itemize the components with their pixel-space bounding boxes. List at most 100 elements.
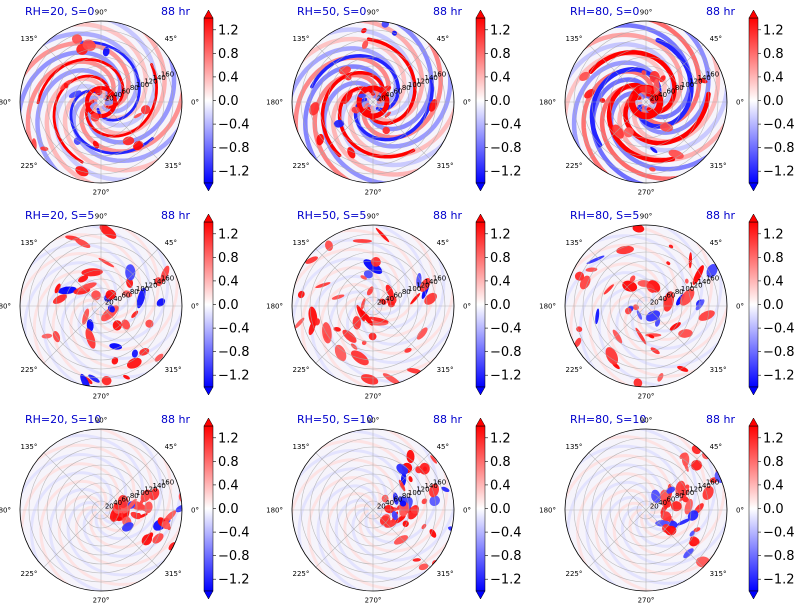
colorbar-tick-label: 1.2: [490, 431, 511, 446]
angle-label: 90°: [95, 417, 107, 425]
angle-label: 45°: [437, 443, 449, 451]
angle-label: 45°: [165, 239, 177, 247]
radial-tick-label: 120: [416, 485, 429, 493]
colorbar-tick-label: −0.4: [218, 526, 250, 541]
field-layer: [292, 429, 454, 591]
angle-label: 270°: [93, 189, 110, 197]
colorbar-tick-label: −1.2: [763, 369, 795, 384]
radial-tick-label: 120: [144, 281, 157, 289]
angle-label: 225°: [21, 162, 38, 170]
radial-tick-label: 120: [144, 77, 157, 85]
colorbar-tick-label: 0.8: [218, 455, 239, 470]
colorbar: 1.2 0.8 0.4 0.0 −0.4 −0.8 −1.2: [475, 213, 522, 396]
radial-tick-label: 40: [658, 499, 667, 507]
panel-time: 88 hr: [161, 209, 190, 222]
colorbar-tick-label: 0.8: [218, 47, 239, 62]
colorbar-tick-label: −0.8: [763, 141, 795, 156]
radial-tick-label: 60: [121, 292, 130, 300]
radial-tick-label: 60: [666, 292, 675, 300]
colorbar-tick-label: 0.4: [763, 70, 784, 85]
radial-tick-label: 100: [136, 285, 149, 293]
polar-frame: [19, 224, 183, 388]
angle-label: 225°: [293, 366, 310, 374]
radial-tick-label: 60: [393, 88, 402, 96]
field-layer: [565, 429, 727, 591]
colorbar: 1.2 0.8 0.4 0.0 −0.4 −0.8 −1.2: [475, 9, 522, 192]
polar-grid: [565, 225, 727, 387]
colorbar-tick-label: 0.8: [490, 251, 511, 266]
colorbar-tick-label: −0.8: [763, 549, 795, 564]
field-layer: [565, 21, 727, 183]
panel-time: 88 hr: [161, 413, 190, 426]
polar-frame: [19, 428, 183, 592]
radial-tick-label: 80: [675, 492, 684, 500]
angle-label: 90°: [640, 417, 652, 425]
angle-label: 0°: [463, 507, 471, 515]
angle-label: 90°: [367, 9, 379, 17]
radial-tick-label: 120: [416, 77, 429, 85]
angle-label: 315°: [710, 570, 727, 578]
angle-label: 315°: [710, 366, 727, 374]
colorbar-tick-label: 0.8: [218, 251, 239, 266]
angle-label: 225°: [293, 162, 310, 170]
colorbar-extend-min: [203, 182, 214, 192]
panel-title: RH=50, S=5: [297, 209, 366, 222]
colorbar-extend-min: [475, 590, 486, 600]
radial-tick-label: 140: [425, 278, 438, 286]
colorbar-tick-label: −0.4: [490, 118, 522, 133]
angle-label: 180°: [266, 303, 283, 311]
polar-frame: [564, 428, 728, 592]
radial-tick-label: 80: [130, 84, 139, 92]
angle-label: 0°: [463, 99, 471, 107]
radial-tick-label: 20: [105, 299, 114, 307]
radial-tick-label: 60: [393, 496, 402, 504]
colorbar-tick-label: −0.8: [218, 549, 250, 564]
radial-tick-label: 160: [161, 274, 174, 282]
colorbar-tick-label: −0.4: [763, 322, 795, 337]
colorbar-tick-label: 0.8: [763, 251, 784, 266]
polar-grid: [565, 21, 727, 183]
radial-tick-label: 120: [689, 281, 702, 289]
colorbar-tick-label: 1.2: [763, 23, 784, 38]
radial-tick-label: 20: [377, 299, 386, 307]
radial-tick-label: 140: [698, 74, 711, 82]
radial-tick-label: 140: [698, 482, 711, 490]
colorbar-tick-label: 0.0: [763, 94, 784, 109]
angle-label: 225°: [21, 366, 38, 374]
polar-grid: [292, 21, 454, 183]
colorbar-tick-label: 0.4: [763, 478, 784, 493]
angle-label: 180°: [539, 303, 556, 311]
colorbar-extend-max: [475, 417, 486, 427]
radial-tick-label: 80: [130, 288, 139, 296]
colorbar-extend-max: [748, 213, 759, 223]
polar-frame: [291, 428, 455, 592]
colorbar-tick-label: −1.2: [218, 165, 250, 180]
angle-label: 270°: [638, 393, 655, 401]
colorbar-tick-label: 1.2: [490, 227, 511, 242]
colorbar-tick-label: 0.0: [763, 298, 784, 313]
angle-label: 315°: [165, 366, 182, 374]
angle-label: 180°: [539, 99, 556, 107]
radial-tick-label: 120: [416, 281, 429, 289]
radial-tick-label: 80: [402, 492, 411, 500]
angle-label: 315°: [437, 162, 454, 170]
radial-tick-label: 120: [689, 485, 702, 493]
angle-label: 135°: [566, 35, 583, 43]
radial-tick-label: 20: [377, 503, 386, 511]
colorbar: 1.2 0.8 0.4 0.0 −0.4 −0.8 −1.2: [475, 417, 522, 600]
polar-grid: [292, 225, 454, 387]
colorbar-tick-label: 1.2: [218, 431, 239, 446]
colorbar-tick-label: −0.8: [490, 549, 522, 564]
panel-time: 88 hr: [433, 413, 462, 426]
radial-tick-label: 60: [666, 496, 675, 504]
colorbar-extend-max: [203, 417, 214, 427]
radial-tick-label: 160: [433, 274, 446, 282]
angle-label: 135°: [566, 443, 583, 451]
colorbar-tick-label: −1.2: [763, 573, 795, 588]
polar-frame: [19, 20, 183, 184]
